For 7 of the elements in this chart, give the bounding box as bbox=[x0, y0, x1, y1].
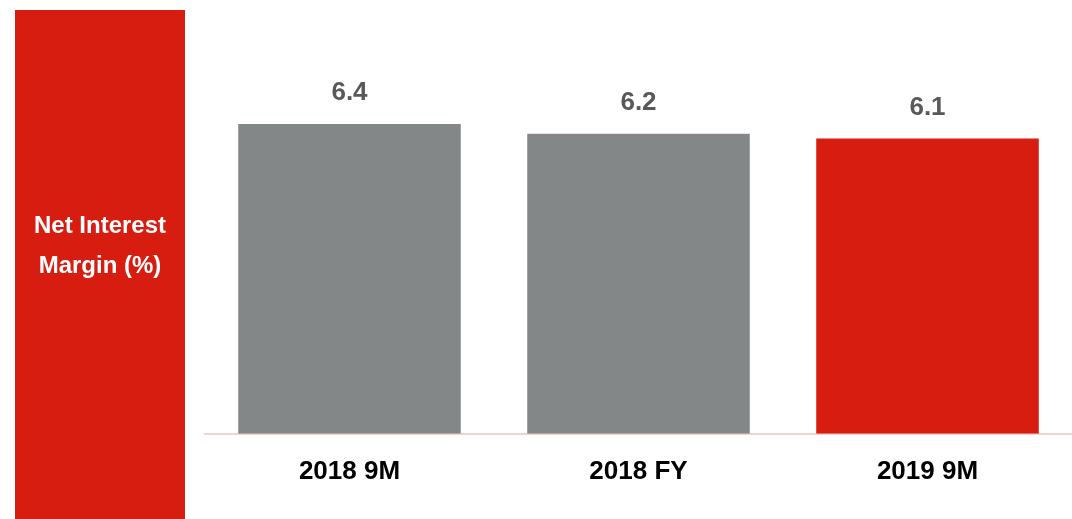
x-tick-label: 2018 FY bbox=[589, 454, 688, 485]
data-label: 6.1 bbox=[909, 90, 946, 121]
x-tick-label: 2019 9M bbox=[876, 454, 979, 485]
title-panel: Net Interest Margin (%) bbox=[15, 10, 185, 519]
data-label: 6.2 bbox=[620, 85, 657, 116]
data-label: 6.4 bbox=[331, 76, 369, 107]
x-tick-label: 2018 9M bbox=[298, 454, 401, 485]
